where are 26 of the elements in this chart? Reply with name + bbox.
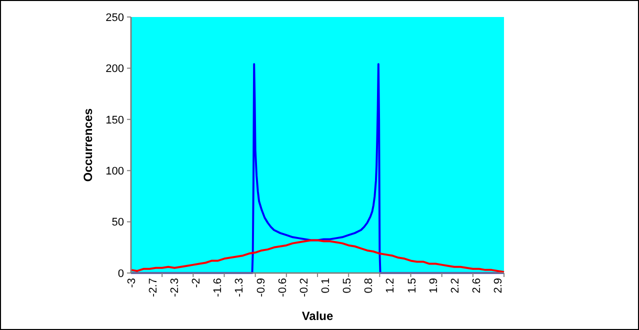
x-tick-label: -2 xyxy=(190,278,203,288)
x-tick-label: 1.9 xyxy=(428,278,440,294)
x-tick-label: 0.8 xyxy=(363,278,376,294)
y-axis-title: Occurrences xyxy=(81,108,95,182)
x-axis-title: Value xyxy=(302,309,334,323)
x-tick-label: 1.5 xyxy=(406,278,418,294)
x-tick-label: -2.3 xyxy=(168,278,181,297)
y-tick-label: 100 xyxy=(106,165,124,178)
x-tick-label: 0.1 xyxy=(320,278,332,294)
y-tick-label: 150 xyxy=(106,114,124,126)
x-tick-label: 0.5 xyxy=(342,278,354,294)
x-tick-label: -2.7 xyxy=(147,278,160,297)
x-tick-label: -3 xyxy=(126,278,138,288)
x-tick-label: -1.3 xyxy=(234,278,246,297)
x-tick-label: -0.9 xyxy=(255,278,268,297)
y-tick-label: 0 xyxy=(118,268,124,280)
y-tick-label: 50 xyxy=(112,216,124,229)
x-tick-label: -0.2 xyxy=(298,278,310,297)
y-tick-label: 250 xyxy=(106,12,124,24)
x-tick-label: -1.6 xyxy=(212,278,224,297)
x-tick-label: -0.6 xyxy=(276,278,289,297)
y-tick-label: 200 xyxy=(106,63,124,76)
x-tick-label: 2.2 xyxy=(449,278,462,294)
x-tick-label: 2.6 xyxy=(471,278,483,294)
x-tick-label: 2.9 xyxy=(492,278,505,294)
x-tick-label: 1.2 xyxy=(384,278,397,294)
